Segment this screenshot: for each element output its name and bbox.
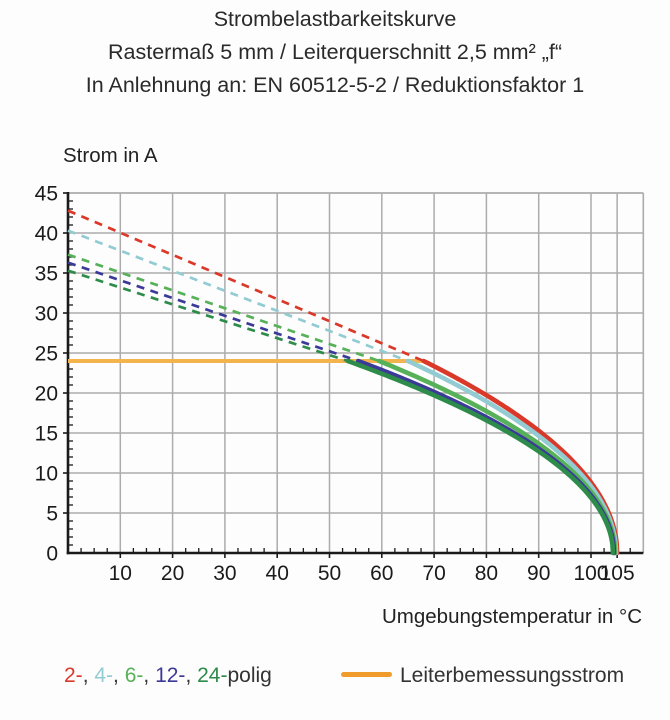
curve-4-polig [405, 358, 619, 556]
legend-pole-segment: polig [227, 664, 272, 687]
y-axis-title: Strom in A [63, 144, 158, 167]
x-tick-label: 105 [600, 562, 635, 585]
dashed-derating-2-polig [67, 209, 425, 363]
x-tick-label: 10 [109, 562, 132, 585]
chart-title-block: Strombelastbarkeitskurve Rastermaß 5 mm … [0, 3, 670, 102]
x-tick-label: 60 [370, 562, 393, 585]
rated-current-line-swatch [341, 672, 392, 678]
x-tick-label: 20 [161, 562, 184, 585]
chart-legend: 2-, 4-, 6-, 12-, 24-polig Leiterbemessun… [0, 663, 670, 699]
curve-6-polig [376, 358, 618, 556]
chart-subtitle: Rastermaß 5 mm / Leiterquerschnitt 2,5 m… [108, 40, 562, 64]
x-tick-label: 100 [573, 562, 608, 585]
x-tick-label: 80 [475, 562, 498, 585]
x-tick-label: 40 [266, 562, 289, 585]
legend-rated-current: Leiterbemessungsstrom [341, 664, 624, 688]
curve-24-polig [345, 358, 616, 556]
y-tick-label: 20 [35, 383, 58, 406]
y-tick-label: 30 [35, 303, 58, 326]
legend-pole-segment: , [185, 664, 198, 687]
legend-pole-segment: 12- [155, 664, 186, 687]
dashed-derating-12-polig [67, 261, 359, 363]
dashed-derating-6-polig [67, 253, 380, 363]
y-tick-label: 10 [35, 463, 58, 486]
legend-pole-segment: 2- [64, 664, 83, 687]
legend-pole-segment: 6- [124, 664, 144, 687]
legend-pole-segment: 4- [94, 664, 114, 687]
chart-title: Strombelastbarkeitskurve [213, 7, 457, 31]
chart-standard-note: In Anlehnung an: EN 60512-5-2 / Reduktio… [85, 73, 585, 97]
x-tick-label: 30 [213, 562, 236, 585]
legend-pole-segment: , [143, 664, 156, 687]
x-axis-title: Umgebungstemperatur in °C [381, 605, 642, 628]
y-tick-label: 5 [46, 503, 58, 526]
y-tick-label: 0 [46, 543, 58, 566]
y-tick-label: 40 [35, 223, 58, 246]
legend-pole-segment: 24- [197, 664, 228, 687]
y-tick-label: 45 [35, 183, 58, 206]
x-tick-label: 50 [318, 562, 341, 585]
legend-pole-segment: , [82, 664, 95, 687]
y-tick-label: 35 [35, 263, 58, 286]
x-tick-label: 90 [527, 562, 550, 585]
y-tick-label: 15 [35, 423, 58, 446]
y-tick-label: 25 [35, 343, 58, 366]
rated-current-label: Leiterbemessungsstrom [400, 664, 625, 687]
curve-2-polig [421, 358, 620, 556]
dashed-derating-4-polig [67, 229, 409, 363]
x-tick-label: 70 [422, 562, 445, 585]
legend-pole-counts: 2-, 4-, 6-, 12-, 24-polig [64, 664, 272, 688]
dashed-derating-24-polig [67, 269, 349, 363]
legend-pole-segment: , [113, 664, 125, 687]
